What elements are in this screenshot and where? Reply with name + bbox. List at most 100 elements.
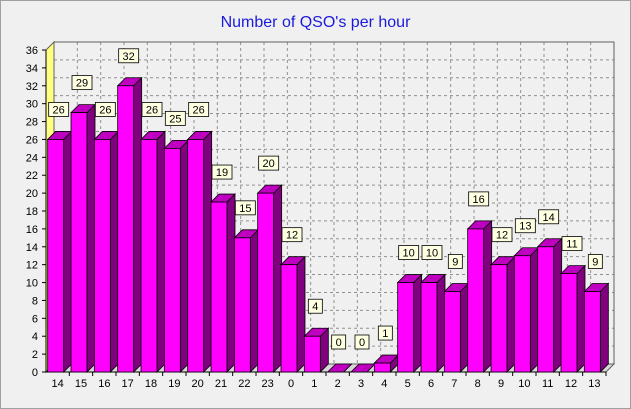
bar [210, 201, 228, 373]
bar [537, 246, 555, 373]
x-tick-label: 9 [498, 378, 504, 390]
bar [303, 335, 321, 373]
bar-side [599, 282, 609, 373]
data-label: 13 [514, 218, 536, 234]
y-tick-label: 0 [32, 367, 38, 379]
data-label: 0 [331, 334, 347, 350]
data-label-text: 12 [496, 230, 508, 242]
x-tick-label: 23 [262, 378, 274, 390]
data-label-box [307, 298, 323, 314]
bar-side [86, 103, 96, 373]
data-label-text: 16 [473, 194, 485, 206]
y-tick-label: 2 [32, 349, 38, 361]
data-label-text: 26 [53, 104, 65, 116]
data-label: 14 [538, 209, 560, 225]
bar [257, 192, 275, 373]
bar [443, 291, 461, 373]
data-label: 11 [561, 236, 583, 252]
y-tick-label: 20 [26, 188, 38, 200]
data-label-box [188, 102, 210, 117]
bar [583, 291, 601, 373]
x-tick-label: 16 [98, 378, 110, 390]
chart-title: Number of QSO's per hour [220, 14, 411, 31]
x-tick-label: 6 [428, 378, 434, 390]
data-label-text: 9 [592, 257, 598, 269]
data-label-box [281, 227, 303, 243]
data-label-box [48, 102, 70, 117]
x-tick-label: 22 [238, 378, 250, 390]
data-label: 0 [354, 334, 370, 350]
y-tick-label: 28 [26, 117, 38, 129]
bar-side [296, 255, 306, 373]
data-label-text: 29 [76, 78, 88, 90]
bar-side [483, 219, 493, 373]
bar-side [459, 282, 469, 373]
bar [280, 264, 298, 373]
data-label-text: 0 [336, 337, 342, 349]
y-tick-label: 18 [26, 206, 38, 218]
data-label-box [491, 227, 513, 243]
data-label: 29 [71, 75, 93, 91]
data-label: 12 [281, 227, 303, 243]
data-label-text: 15 [239, 203, 251, 215]
bar [187, 139, 205, 373]
x-tick-label: 13 [588, 378, 600, 390]
bar-side [506, 255, 516, 373]
bar [233, 237, 251, 373]
bar [163, 147, 181, 373]
data-label: 20 [258, 155, 280, 171]
data-label-box [94, 102, 116, 117]
x-tick-label: 1 [311, 378, 317, 390]
bar [513, 255, 531, 373]
x-tick-label: 12 [565, 378, 577, 390]
y-tick-label: 14 [26, 242, 38, 254]
data-label: 26 [48, 102, 70, 117]
bar-side [529, 246, 539, 373]
data-label-box [71, 75, 93, 91]
data-label: 4 [307, 298, 323, 314]
data-label-text: 32 [123, 51, 135, 63]
data-label-box [164, 110, 186, 126]
x-tick-label: 0 [288, 378, 294, 390]
x-tick-label: 4 [381, 378, 387, 390]
y-tick-label: 4 [32, 331, 38, 343]
bar-side [273, 184, 283, 373]
bar [373, 362, 391, 373]
y-tick-label: 32 [26, 81, 38, 93]
bar-side [63, 130, 73, 373]
y-tick-label: 30 [26, 99, 38, 111]
data-label: 12 [491, 227, 513, 243]
data-label-box [398, 245, 420, 260]
bar-side [109, 130, 119, 373]
bar-side [179, 139, 189, 373]
x-tick-label: 11 [542, 378, 553, 390]
data-label-box [331, 334, 347, 350]
bar [490, 264, 508, 373]
bar-side [133, 76, 143, 373]
data-label: 10 [398, 245, 420, 260]
data-label-text: 11 [566, 239, 577, 251]
x-tick-label: 18 [145, 378, 157, 390]
data-label: 9 [587, 254, 603, 269]
x-tick-label: 21 [215, 378, 227, 390]
data-label: 26 [141, 102, 163, 117]
bar-side [226, 193, 236, 373]
data-label-text: 13 [519, 221, 531, 233]
bar [117, 85, 135, 373]
data-label-box [258, 155, 280, 171]
data-label-box [211, 164, 233, 180]
data-label-box [468, 191, 490, 207]
data-label-text: 26 [99, 104, 111, 116]
bar-side [249, 228, 259, 373]
data-label-text: 14 [543, 212, 555, 224]
data-label-box [141, 102, 163, 117]
x-tick-label: 19 [168, 378, 180, 390]
y-tick-label: 22 [26, 170, 38, 182]
bar [467, 228, 485, 373]
data-label: 10 [421, 245, 443, 260]
data-label-box [561, 236, 583, 252]
x-tick-label: 8 [475, 378, 481, 390]
data-label: 32 [118, 48, 140, 64]
data-label-box [234, 200, 256, 216]
